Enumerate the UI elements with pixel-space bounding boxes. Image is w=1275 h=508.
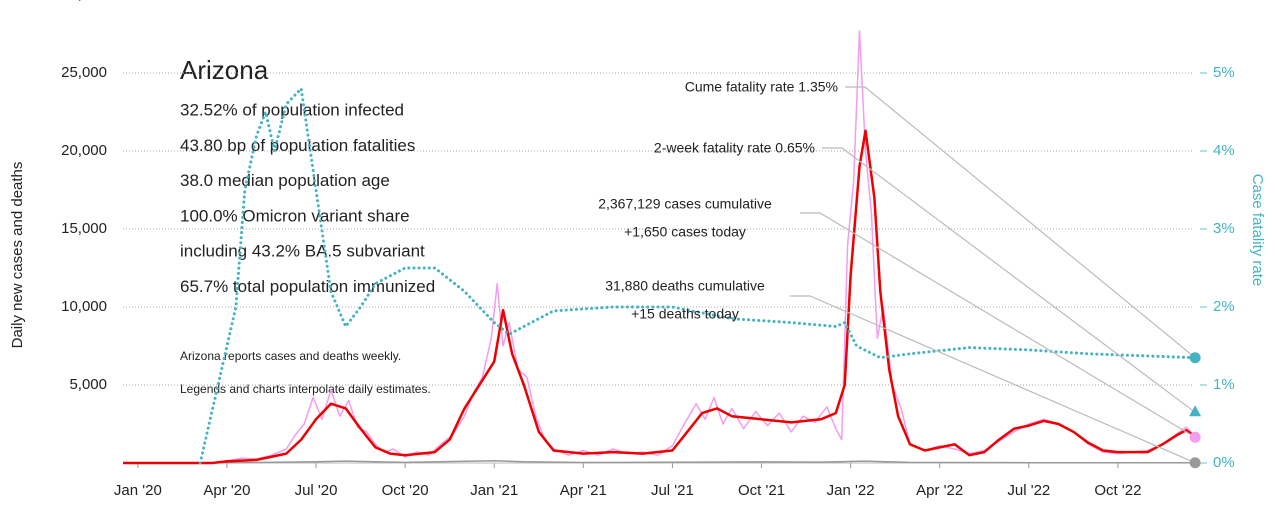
info-line: 43.80 bp of population fatalities	[180, 136, 415, 155]
x-tick-label: Apr '20	[203, 482, 250, 499]
end-marker	[1189, 352, 1201, 364]
y-tick-label: 30,000	[61, 0, 107, 3]
y2-tick-label: 4%	[1213, 142, 1235, 159]
x-tick-label: Jan '20	[114, 482, 162, 499]
end-marker	[1189, 457, 1201, 469]
x-tick-label: Jul '22	[1007, 482, 1050, 499]
x-tick-label: Jan '22	[827, 482, 875, 499]
y2-tick-label: 6%	[1213, 0, 1235, 3]
leader-line	[800, 212, 1196, 438]
x-tick-label: Oct '21	[738, 482, 785, 499]
y-tick-label: 10,000	[61, 298, 107, 315]
info-line: 32.52% of population infected	[180, 100, 404, 119]
x-tick-label: Jan '21	[470, 482, 518, 499]
series-line	[122, 459, 1196, 464]
annotation: +15 deaths today	[631, 306, 739, 322]
series-line	[123, 129, 1196, 465]
info-line: 38.0 median population age	[180, 171, 390, 190]
y-tick-label: 5,000	[69, 376, 107, 393]
y-axis-label: Daily new cases and deaths	[9, 162, 26, 349]
info-line: including 43.2% BA.5 subvariant	[180, 242, 425, 261]
y-tick-label: 25,000	[61, 64, 107, 81]
leader-line	[845, 86, 1196, 359]
annotation: Cume fatality rate 1.35%	[685, 79, 838, 95]
y-tick-label: 20,000	[61, 142, 107, 159]
x-tick-label: Oct '20	[382, 482, 429, 499]
end-marker	[1189, 431, 1201, 443]
annotation: +1,650 cases today	[624, 224, 746, 240]
y2-tick-label: 2%	[1213, 298, 1235, 315]
y2-tick-label: 5%	[1213, 64, 1235, 81]
y2-tick-label: 1%	[1213, 376, 1235, 393]
y2-axis-label: Case fatality rate	[1249, 174, 1266, 287]
leader-line	[822, 147, 1196, 413]
chart-title: Arizona	[180, 55, 269, 85]
series-line	[198, 87, 1197, 465]
x-tick-label: Apr '22	[916, 482, 963, 499]
x-tick-label: Jul '21	[651, 482, 694, 499]
x-tick-label: Apr '21	[560, 482, 607, 499]
annotation: 31,880 deaths cumulative	[605, 278, 765, 294]
y2-tick-label: 0%	[1213, 454, 1235, 471]
end-marker	[1189, 405, 1202, 417]
annotation: 2-week fatality rate 0.65%	[654, 140, 815, 156]
footnote: Legends and charts interpolate daily est…	[180, 382, 431, 396]
info-line: 100.0% Omicron variant share	[180, 206, 410, 225]
leader-line	[790, 295, 1196, 464]
footnote: Arizona reports cases and deaths weekly.	[180, 349, 401, 363]
y-tick-label: 15,000	[61, 220, 107, 237]
x-tick-label: Jul '20	[295, 482, 338, 499]
x-tick-label: Oct '22	[1094, 482, 1141, 499]
annotation: 2,367,129 cases cumulative	[598, 196, 772, 212]
y2-tick-label: 3%	[1213, 220, 1235, 237]
series-line	[123, 30, 1196, 464]
info-line: 65.7% total population immunized	[180, 277, 435, 296]
